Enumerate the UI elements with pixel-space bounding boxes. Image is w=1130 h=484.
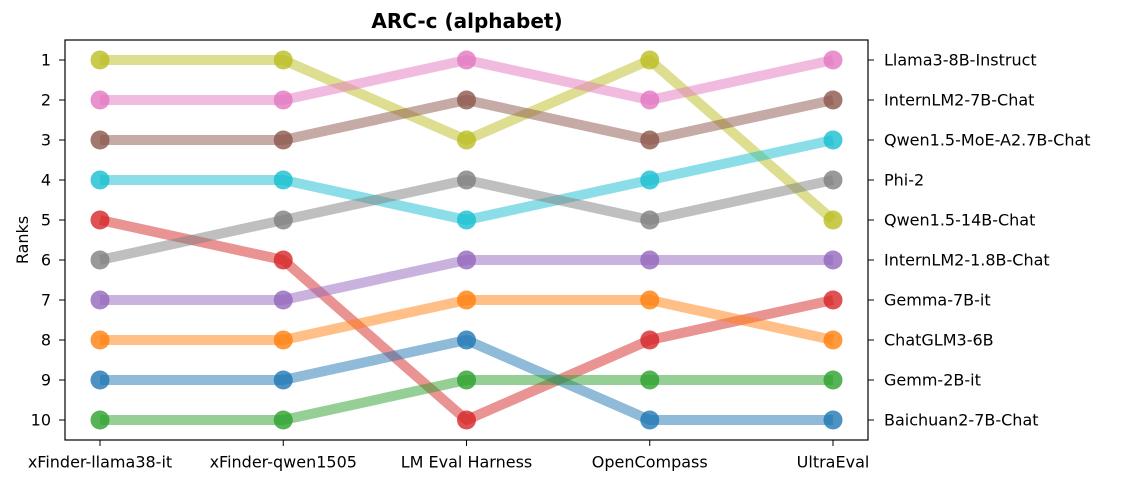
data-point-pink-1 <box>273 90 293 110</box>
y-axis-label: Ranks <box>13 216 32 264</box>
chart-title: ARC-c (alphabet) <box>371 9 562 33</box>
ticks-layer: 1 2 3 4 5 6 7 8 9 10 Llama3-8B-Instruct InternLM2-7… <box>28 51 1091 472</box>
y-tick-label: 8 <box>41 331 51 350</box>
data-point-purple-2 <box>457 250 476 270</box>
data-point-gray-1 <box>273 210 293 230</box>
x-tick-label: UltraEval <box>797 453 870 472</box>
y-tick-label: 6 <box>41 251 51 270</box>
data-point-purple-4 <box>823 250 843 270</box>
series-cyan <box>90 130 843 230</box>
y-tick-label: 2 <box>41 91 51 110</box>
right-tick-label: Baichuan2-7B-Chat <box>884 411 1039 430</box>
data-point-orange-0 <box>90 330 110 350</box>
series-pink <box>90 50 843 110</box>
y-tick-label: 3 <box>41 131 51 150</box>
x-tick-label: xFinder-llama38-it <box>28 453 172 472</box>
data-point-red-3 <box>640 330 660 350</box>
right-tick-label: InternLM2-7B-Chat <box>884 91 1034 110</box>
data-point-blue-1 <box>273 370 293 390</box>
data-point-gray-3 <box>640 210 660 230</box>
data-point-green-2 <box>457 370 476 390</box>
data-point-pink-0 <box>90 90 110 110</box>
data-point-blue-3 <box>640 410 660 430</box>
right-tick-label: Phi-2 <box>884 171 924 190</box>
data-point-red-0 <box>90 210 110 230</box>
series-orange <box>90 290 843 350</box>
series-olive <box>90 50 843 230</box>
data-point-olive-0 <box>90 50 110 70</box>
right-tick-label: Qwen1.5-14B-Chat <box>884 211 1035 230</box>
series-blue <box>90 330 843 430</box>
data-point-olive-4 <box>823 210 843 230</box>
series-red <box>90 210 843 430</box>
data-point-cyan-2 <box>457 210 476 230</box>
data-point-cyan-4 <box>823 130 843 150</box>
data-point-brown-3 <box>640 130 660 150</box>
data-point-gray-0 <box>90 250 110 270</box>
data-point-gray-2 <box>457 170 476 190</box>
data-point-red-2 <box>457 410 476 430</box>
y-tick-label: 1 <box>41 51 51 70</box>
x-tick-label: OpenCompass <box>592 453 708 472</box>
data-point-gray-4 <box>823 170 843 190</box>
y-tick-label: 7 <box>41 291 51 310</box>
data-point-orange-4 <box>823 330 843 350</box>
data-point-blue-2 <box>457 330 476 350</box>
series-purple <box>90 250 843 310</box>
y-tick-label: 9 <box>41 371 51 390</box>
data-point-orange-3 <box>640 290 660 310</box>
data-point-brown-1 <box>273 130 293 150</box>
right-tick-label: Qwen1.5-MoE-A2.7B-Chat <box>884 131 1091 150</box>
data-point-pink-2 <box>457 50 476 70</box>
data-point-purple-1 <box>273 290 293 310</box>
data-point-green-0 <box>90 410 110 430</box>
data-point-brown-4 <box>823 90 843 110</box>
right-tick-label: InternLM2-1.8B-Chat <box>884 251 1050 270</box>
y-tick-label: 10 <box>31 411 51 430</box>
data-point-olive-3 <box>640 50 660 70</box>
data-point-pink-4 <box>823 50 843 70</box>
x-tick-label: LM Eval Harness <box>401 453 533 472</box>
data-point-brown-0 <box>90 130 110 150</box>
data-point-blue-0 <box>90 370 110 390</box>
series-gray <box>90 170 843 270</box>
right-tick-label: Llama3-8B-Instruct <box>884 51 1037 70</box>
data-point-pink-3 <box>640 90 660 110</box>
right-tick-label: Gemm-2B-it <box>884 371 981 390</box>
series-layer <box>90 50 843 430</box>
data-point-green-3 <box>640 370 660 390</box>
data-point-brown-2 <box>457 90 476 110</box>
series-green <box>90 370 843 430</box>
data-point-cyan-1 <box>273 170 293 190</box>
data-point-purple-0 <box>90 290 110 310</box>
data-point-purple-3 <box>640 250 660 270</box>
data-point-cyan-0 <box>90 170 110 190</box>
right-tick-label: Gemma-7B-it <box>884 291 991 310</box>
right-tick-label: ChatGLM3-6B <box>884 331 994 350</box>
data-point-olive-1 <box>273 50 293 70</box>
data-point-green-4 <box>823 370 843 390</box>
series-brown <box>90 90 843 150</box>
data-point-cyan-3 <box>640 170 660 190</box>
data-point-orange-2 <box>457 290 476 310</box>
data-point-blue-4 <box>823 410 843 430</box>
data-point-red-4 <box>823 290 843 310</box>
x-tick-label: xFinder-qwen1505 <box>210 453 357 472</box>
data-point-green-1 <box>273 410 293 430</box>
data-point-red-1 <box>273 250 293 270</box>
data-point-orange-1 <box>273 330 293 350</box>
y-tick-label: 5 <box>41 211 51 230</box>
y-tick-label: 4 <box>41 171 51 190</box>
data-point-olive-2 <box>457 130 476 150</box>
